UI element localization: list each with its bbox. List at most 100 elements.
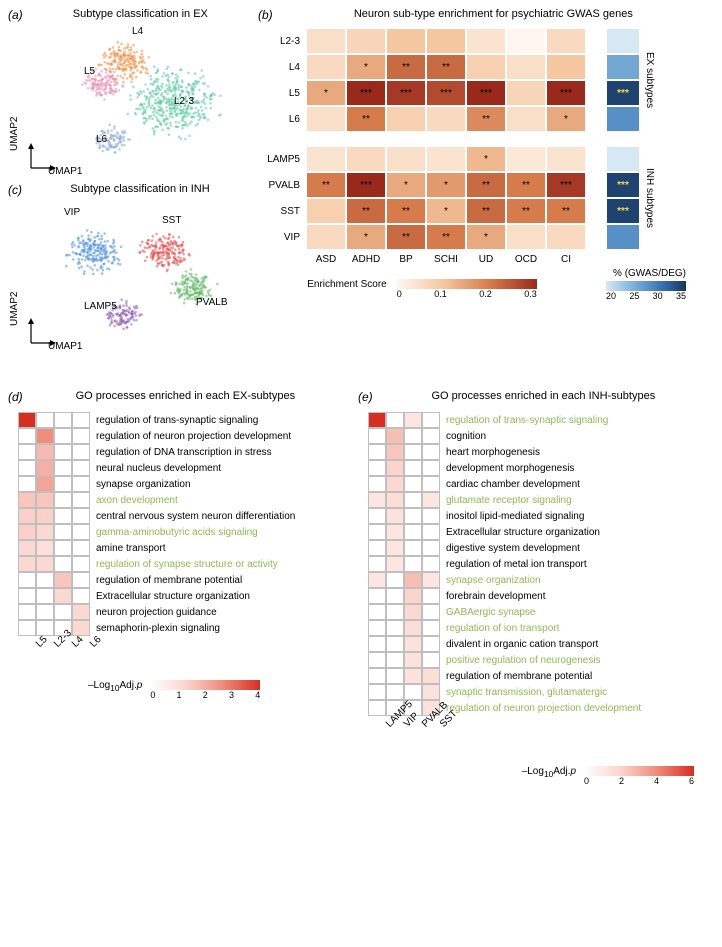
go-cell — [368, 684, 386, 700]
go-cell — [386, 508, 404, 524]
heatmap-cell: ** — [546, 198, 586, 224]
heatmap-cell — [346, 28, 386, 54]
go-e-cbar-label: –Log10Adj.p — [522, 766, 576, 779]
go-cell — [36, 524, 54, 540]
go-row-label: semaphorin-plexin signaling — [90, 623, 348, 634]
enrichment-cbar-ticks: 00.10.20.3 — [397, 289, 537, 299]
go-row-label: cognition — [440, 431, 714, 442]
heatmap-row-label: LAMP5 — [258, 154, 306, 165]
go-cell — [54, 428, 72, 444]
gwas-cell: *** — [606, 172, 640, 198]
panel-a-title: Subtype classification in EX — [23, 8, 258, 22]
go-cell — [386, 652, 404, 668]
go-row-label: regulation of metal ion transport — [440, 559, 714, 570]
cbar-tick: 1 — [177, 690, 182, 700]
panel-a-label: (a) — [8, 8, 23, 22]
go-cell — [422, 636, 440, 652]
heatmap-cell — [346, 146, 386, 172]
cbar-tick: 2 — [619, 776, 624, 786]
go-cell — [368, 508, 386, 524]
go-row-label: amine transport — [90, 543, 348, 554]
go-col-label: PVALB — [404, 716, 422, 762]
go-cell — [422, 444, 440, 460]
heatmap-col-label: UD — [466, 250, 506, 265]
heatmap-cell — [466, 54, 506, 80]
go-cell — [386, 428, 404, 444]
heatmap-cell: * — [346, 224, 386, 250]
go-row-label: gamma-aminobutyric acids signaling — [90, 527, 348, 538]
go-cell — [404, 604, 422, 620]
heatmap-cell — [306, 106, 346, 132]
go-cell — [18, 572, 36, 588]
go-d-cbar-label: –Log10Adj.p — [88, 680, 142, 693]
go-cell — [36, 540, 54, 556]
gwas-cell: *** — [606, 80, 640, 106]
go-cell — [386, 524, 404, 540]
heatmap-cell — [506, 106, 546, 132]
heatmap-cell: * — [386, 172, 426, 198]
go-cell — [404, 540, 422, 556]
go-row-label: synapse organization — [90, 479, 348, 490]
go-cell — [54, 460, 72, 476]
heatmap-cell: * — [306, 80, 346, 106]
inh-side-label: INH subtypes — [644, 168, 655, 228]
go-row-label: regulation of synapse structure or activ… — [90, 559, 348, 570]
go-col-label: L2-3 — [36, 636, 54, 676]
go-cell — [386, 604, 404, 620]
go-col-label: L4 — [54, 636, 72, 676]
go-row-label: regulation of neuron projection developm… — [440, 703, 714, 714]
heatmap-cell — [546, 146, 586, 172]
go-cell — [422, 492, 440, 508]
go-cell — [386, 684, 404, 700]
go-cell — [54, 572, 72, 588]
go-cell — [404, 668, 422, 684]
heatmap-cell — [306, 224, 346, 250]
panel-e-label: (e) — [358, 390, 373, 404]
panel-e: (e) GO processes enriched in each INH-su… — [358, 390, 714, 786]
go-e-cbar-ticks: 0246 — [584, 776, 694, 786]
go-row-label: GABAergic synapse — [440, 607, 714, 618]
go-row-label: neuron projection guidance — [90, 607, 348, 618]
panel-c-label: (c) — [8, 183, 22, 197]
go-cell — [368, 492, 386, 508]
go-e-colorbar — [584, 766, 694, 776]
go-cell — [368, 444, 386, 460]
go-row-label: glutamate receptor signaling — [440, 495, 714, 506]
heatmap-cell: *** — [546, 172, 586, 198]
go-row-label: digestive system development — [440, 543, 714, 554]
heatmap-cell — [546, 54, 586, 80]
go-col-label: SST — [422, 716, 440, 762]
go-cell — [404, 508, 422, 524]
umap-inh-yaxis: UMAP2 — [9, 292, 20, 326]
go-cell — [422, 476, 440, 492]
go-cell — [18, 588, 36, 604]
heatmap-cell: ** — [426, 224, 466, 250]
go-cell — [368, 668, 386, 684]
go-cell — [386, 556, 404, 572]
go-cell — [404, 492, 422, 508]
heatmap-row-label: SST — [258, 206, 306, 217]
go-cell — [422, 540, 440, 556]
go-row-label: synaptic transmission, glutamatergic — [440, 687, 714, 698]
go-row-label: regulation of membrane potential — [440, 671, 714, 682]
heatmap-cell: ** — [386, 54, 426, 80]
go-cell — [386, 572, 404, 588]
heatmap-row-label: PVALB — [258, 180, 306, 191]
go-cell — [54, 444, 72, 460]
go-cell — [36, 572, 54, 588]
top-row: (a) Subtype classification in EX UMAP2 U… — [8, 8, 714, 350]
heatmap-cell: * — [426, 198, 466, 224]
heatmap-cell — [506, 28, 546, 54]
heatmap-cell: ** — [386, 224, 426, 250]
go-cell — [54, 476, 72, 492]
go-cell — [72, 620, 90, 636]
ex-side-label: EX subtypes — [644, 52, 655, 108]
go-row-label: axon development — [90, 495, 348, 506]
go-cell — [404, 620, 422, 636]
heatmap-cell — [306, 198, 346, 224]
go-ex-col-labels: L5L2-3L4L6 — [18, 636, 348, 676]
go-row-label: regulation of neuron projection developm… — [90, 431, 348, 442]
go-row-label: regulation of ion transport — [440, 623, 714, 634]
cbar-tick: 6 — [689, 776, 694, 786]
heatmap-cell: ** — [306, 172, 346, 198]
